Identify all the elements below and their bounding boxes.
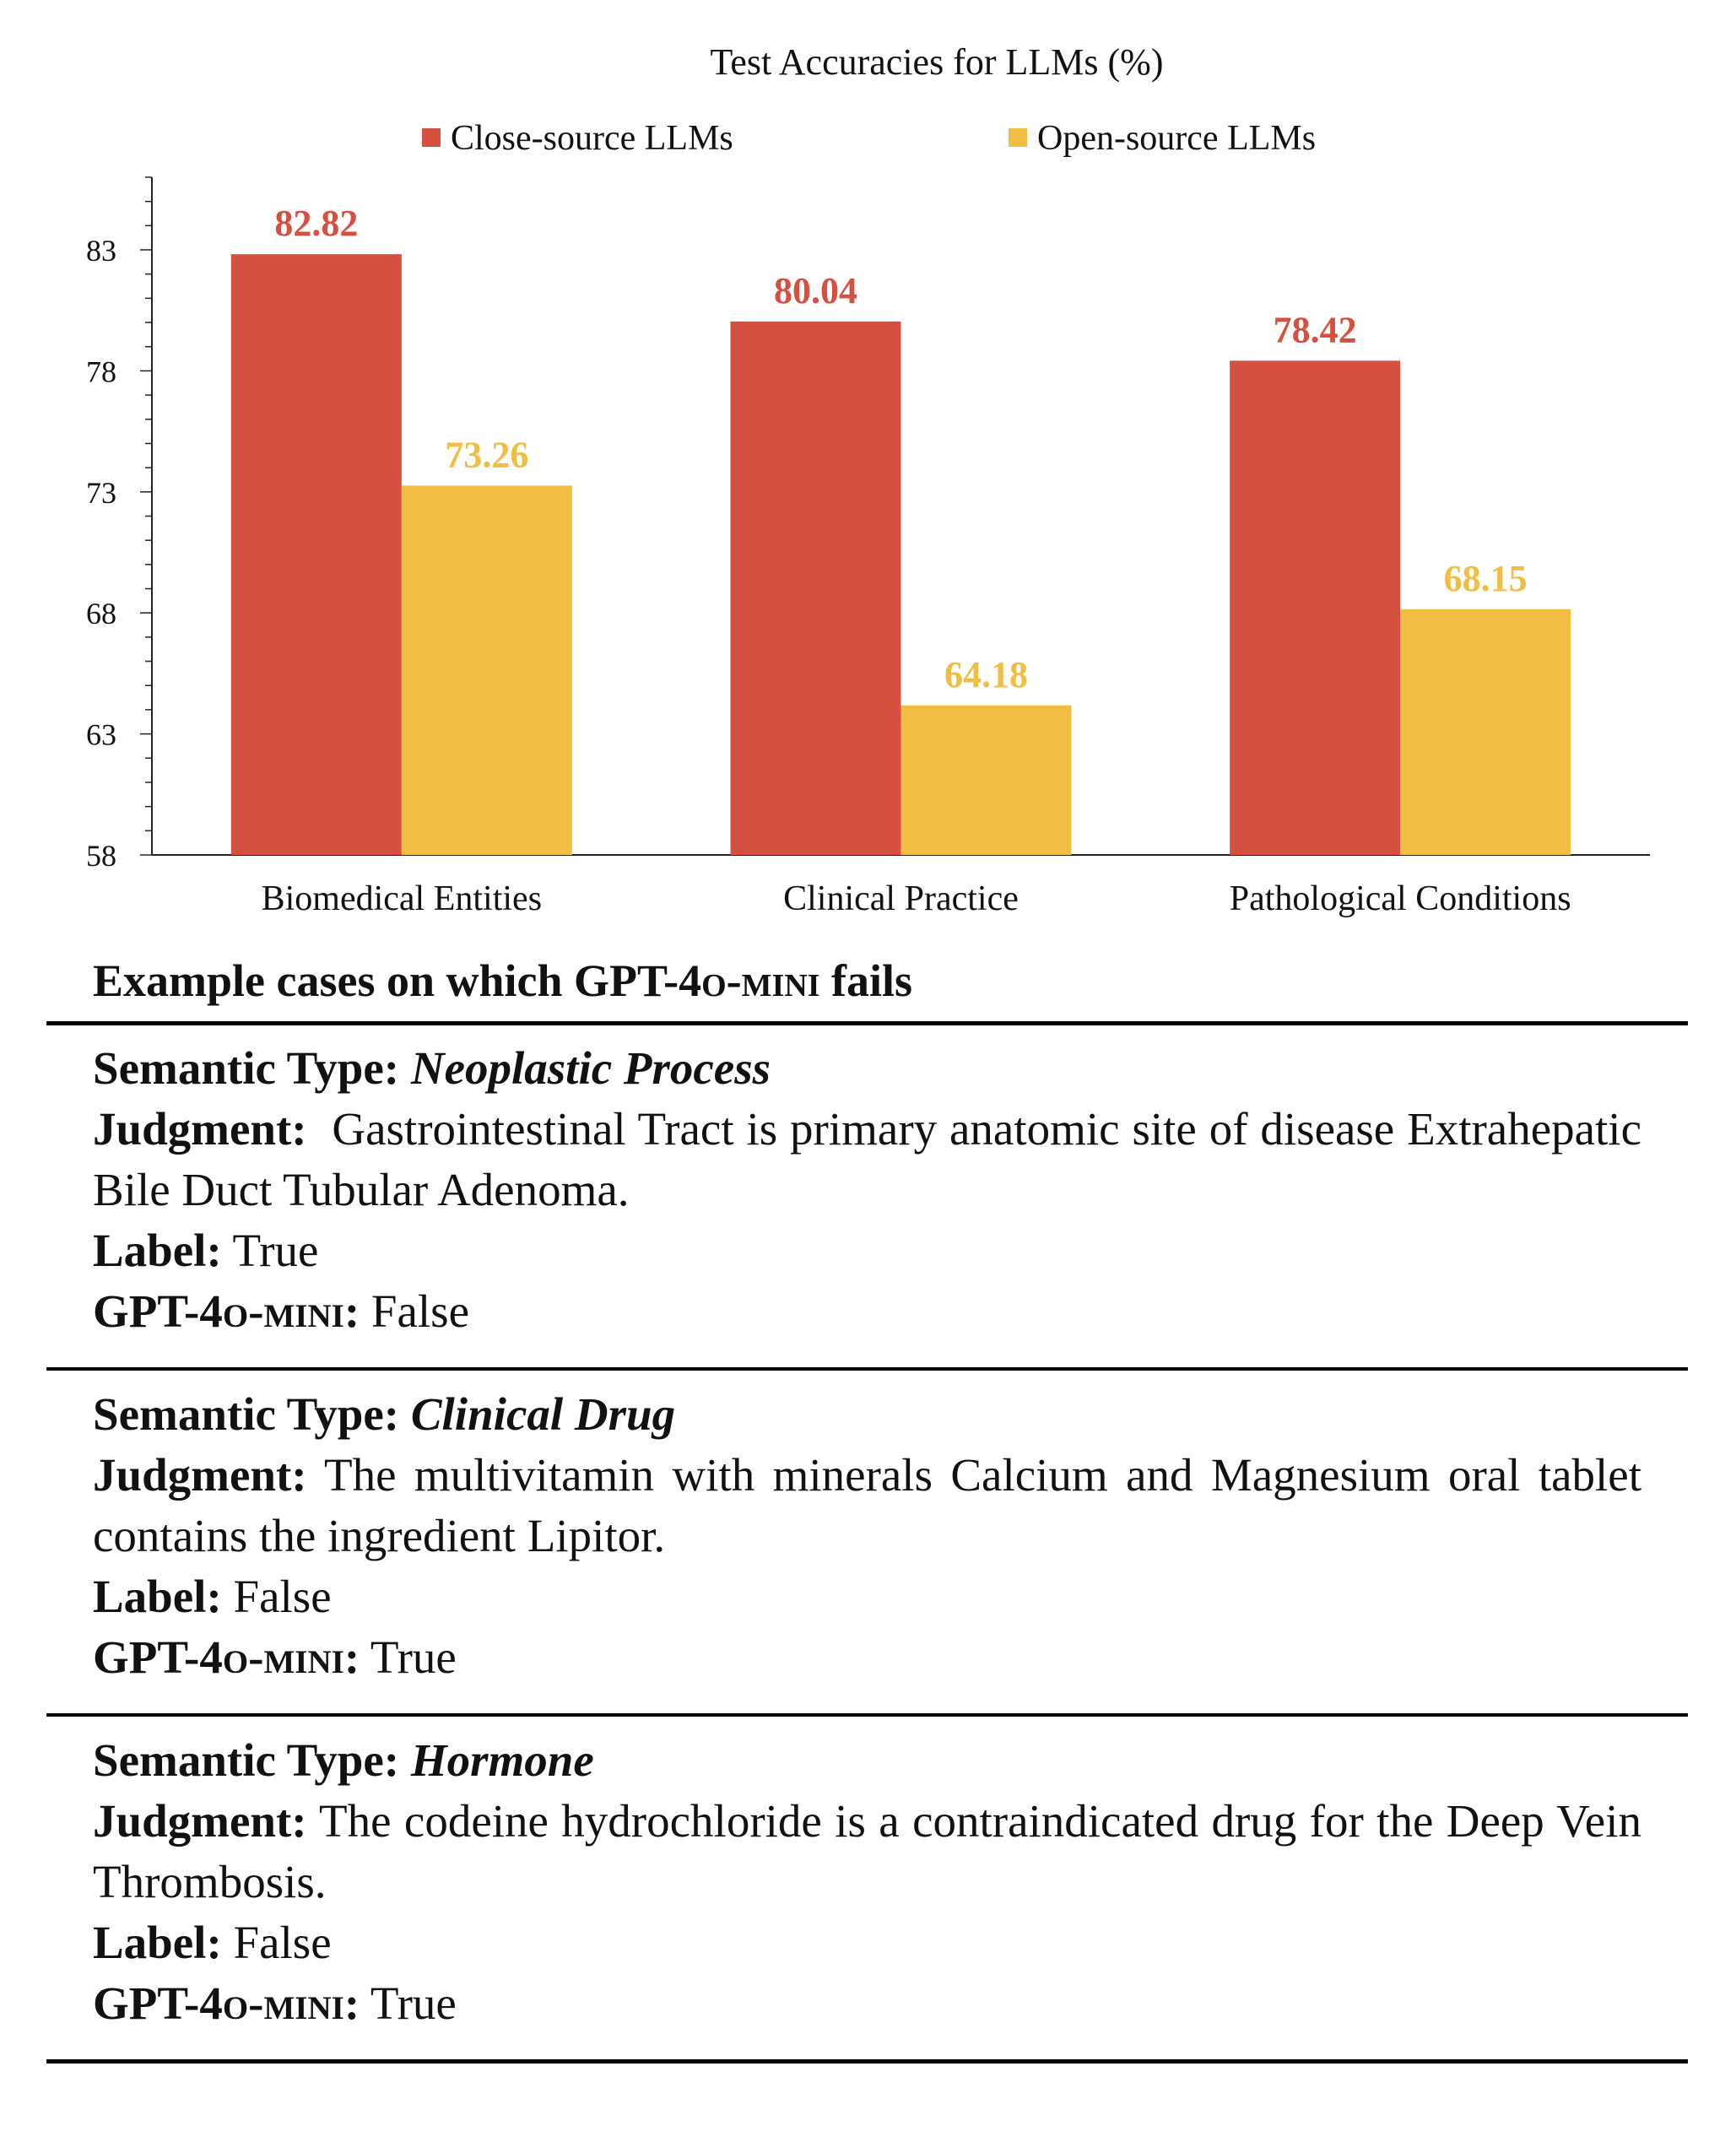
x-tick-label-2: Clinical Practice: [783, 879, 1019, 918]
case-1: Semantic Type: Neoplastic Process Judgme…: [93, 1038, 1641, 1342]
cases-heading-pre: Example cases on which GPT-4: [93, 955, 702, 1006]
case-model-prediction: GPT-4o-mini: False: [93, 1285, 469, 1337]
accuracy-bar-chart: Test Accuracies for LLMs (%) Close-sourc…: [86, 41, 1650, 918]
y-tick-label: 83: [86, 234, 116, 268]
bar-1-3: [1230, 360, 1401, 856]
case-label: Label: False: [93, 1571, 332, 1622]
bar-2-2: [900, 705, 1072, 855]
cases-heading: Example cases on which GPT-4o-mini fails: [93, 954, 912, 1009]
y-tick-label: 78: [86, 354, 116, 388]
case-semantic-type: Semantic Type: Clinical Drug: [93, 1388, 676, 1440]
case-judgment: Judgment: The multivitamin with minerals…: [93, 1449, 1641, 1561]
data-label-2-3: 68.15: [1444, 558, 1528, 599]
x-tick-label-1: Biomedical Entities: [262, 879, 542, 918]
x-tick-label-3: Pathological Conditions: [1230, 879, 1571, 918]
chart-legend: Close-source LLMs Open-source LLMs: [422, 119, 1316, 158]
data-label-2-1: 73.26: [445, 434, 528, 475]
x-axis-labels: Biomedical Entities Clinical Practice Path…: [262, 879, 1571, 918]
y-tick-label: 58: [86, 839, 116, 873]
data-label-1-1: 82.82: [274, 203, 358, 244]
case-model-prediction: GPT-4o-mini: True: [93, 1977, 457, 2029]
case-semantic-type: Semantic Type: Hormone: [93, 1734, 594, 1786]
cases-heading-post: fails: [819, 955, 913, 1006]
legend-swatch-1: [422, 128, 441, 147]
bar-2-3: [1400, 609, 1571, 855]
case-judgment: Judgment: Gastrointestinal Tract is prim…: [93, 1103, 1641, 1215]
y-tick-label: 63: [86, 718, 116, 752]
rule-bottom: [46, 2059, 1688, 2064]
data-label-1-3: 78.42: [1274, 309, 1357, 350]
case-semantic-type: Semantic Type: Neoplastic Process: [93, 1042, 771, 1094]
rule-top: [46, 1021, 1688, 1025]
cases-heading-model: o-mini: [701, 955, 820, 1006]
chart-title: Test Accuracies for LLMs (%): [711, 41, 1164, 83]
legend-label-1: Close-source LLMs: [451, 119, 733, 158]
legend-swatch-2: [1009, 128, 1027, 147]
case-3: Semantic Type: Hormone Judgment: The cod…: [93, 1730, 1641, 2034]
bar-2-1: [401, 485, 572, 855]
y-tick-label: 73: [86, 476, 116, 510]
data-label-1-2: 80.04: [774, 270, 857, 311]
case-label: Label: False: [93, 1917, 332, 1968]
bar-1-2: [730, 321, 901, 855]
y-tick-label: 68: [86, 597, 116, 630]
rule-1: [46, 1367, 1688, 1371]
case-judgment: Judgment: The codeine hydrochloride is a…: [93, 1795, 1641, 1907]
rule-2: [46, 1713, 1688, 1717]
legend-label-2: Open-source LLMs: [1037, 119, 1316, 158]
case-2: Semantic Type: Clinical Drug Judgment: T…: [93, 1384, 1641, 1688]
bars-group: 82.82 73.26 80.04 64.18 78.42 68.15: [230, 203, 1571, 856]
bar-1-1: [230, 254, 402, 855]
data-label-2-2: 64.18: [944, 654, 1028, 695]
case-label: Label: True: [93, 1225, 319, 1276]
case-model-prediction: GPT-4o-mini: True: [93, 1631, 457, 1683]
